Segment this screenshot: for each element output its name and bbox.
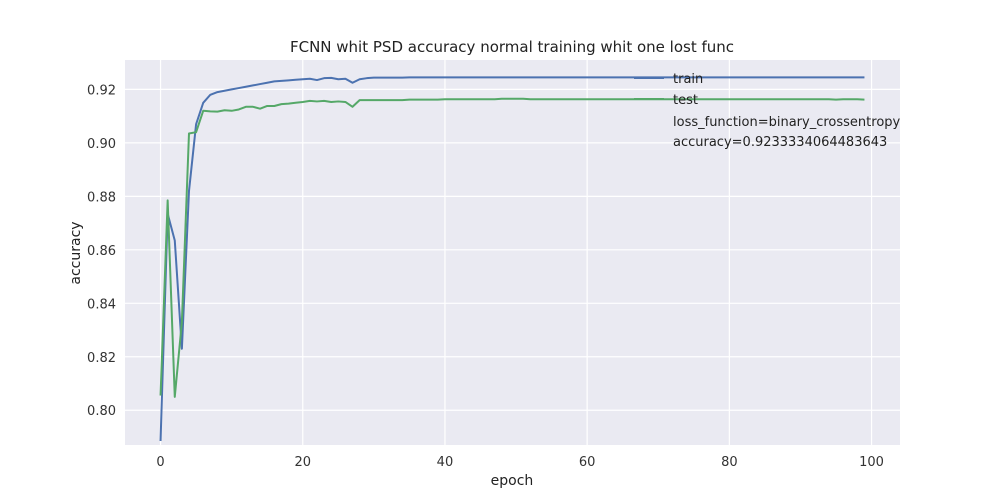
x-axis-label: epoch <box>491 473 534 489</box>
y-tick-label: 0.84 <box>87 297 116 312</box>
series-line-test <box>159 97 865 398</box>
y-tick-label: 0.92 <box>87 83 116 98</box>
y-tick-labels: 0.80 0.82 0.84 0.86 0.88 0.90 0.92 <box>87 83 116 419</box>
chart-title: FCNN whit PSD accuracy normal training w… <box>290 38 734 56</box>
y-axis-label: accuracy <box>68 221 84 284</box>
legend-label-test: test <box>673 93 698 108</box>
annotation-loss-function: loss_function=binary_crossentropy <box>673 115 901 130</box>
legend-label-train: train <box>673 72 703 87</box>
x-tick-labels: 0 20 40 60 80 100 <box>156 455 884 470</box>
y-tick-label: 0.82 <box>87 351 116 366</box>
x-tick-label: 20 <box>294 455 311 470</box>
plot-area <box>125 60 900 445</box>
y-tick-label: 0.86 <box>87 244 116 259</box>
legend: train test loss_function=binary_crossent… <box>634 72 901 150</box>
series-layer <box>159 76 865 442</box>
y-tick-label: 0.80 <box>87 404 116 419</box>
x-tick-label: 80 <box>721 455 738 470</box>
x-tick-label: 60 <box>579 455 596 470</box>
x-tick-label: 0 <box>156 455 164 470</box>
x-tick-label: 40 <box>437 455 454 470</box>
grid-lines <box>125 60 900 445</box>
y-tick-label: 0.90 <box>87 137 116 152</box>
series-line-train <box>159 76 865 442</box>
x-tick-label: 100 <box>859 455 884 470</box>
annotation-accuracy: accuracy=0.9233334064483643 <box>673 135 887 150</box>
y-tick-label: 0.88 <box>87 190 116 205</box>
